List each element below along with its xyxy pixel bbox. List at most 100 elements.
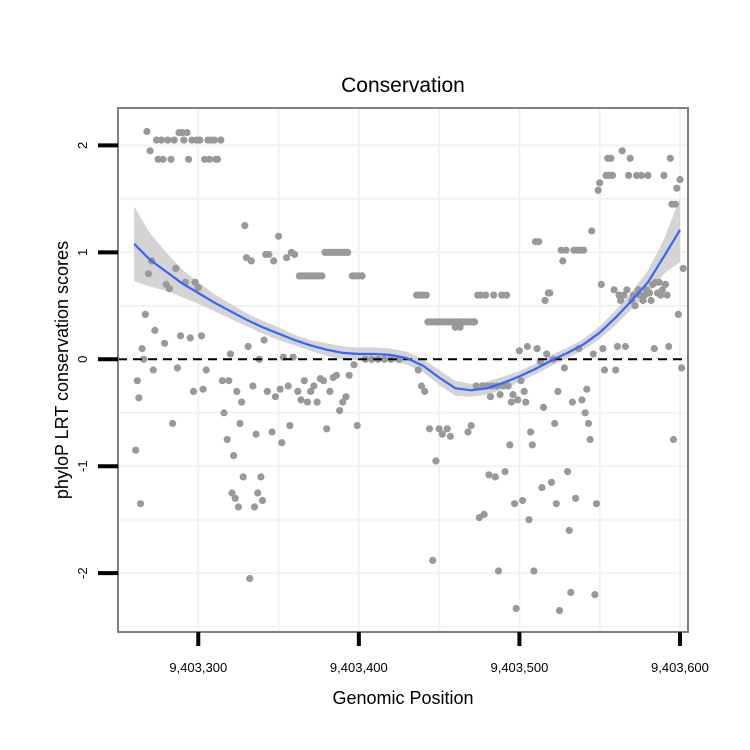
- data-points: [132, 127, 687, 615]
- data-point: [205, 155, 214, 163]
- data-point: [663, 291, 671, 299]
- data-point: [565, 526, 573, 535]
- data-point: [220, 409, 228, 417]
- data-point: [236, 419, 244, 428]
- data-point: [464, 428, 472, 436]
- data-point: [522, 398, 530, 406]
- data-point: [515, 347, 524, 355]
- data-point: [572, 494, 580, 502]
- data-point: [470, 318, 479, 326]
- data-point: [506, 441, 514, 449]
- data-point: [218, 377, 226, 385]
- data-point: [339, 398, 347, 406]
- data-point: [612, 366, 620, 374]
- data-point: [547, 478, 556, 486]
- data-point: [318, 272, 326, 280]
- data-point: [260, 336, 268, 344]
- data-point: [623, 286, 631, 294]
- data-point: [588, 227, 596, 235]
- data-point: [581, 409, 589, 417]
- data-point: [485, 471, 493, 479]
- data-point: [539, 403, 548, 411]
- data-point: [191, 278, 199, 286]
- data-point: [530, 567, 538, 575]
- data-point: [666, 154, 674, 162]
- data-point: [555, 607, 564, 615]
- data-point: [599, 345, 607, 353]
- data-point: [246, 574, 254, 583]
- data-point: [644, 171, 652, 179]
- data-point: [523, 342, 532, 351]
- data-point: [421, 387, 429, 395]
- data-point: [673, 184, 681, 192]
- data-point: [132, 446, 140, 454]
- data-point: [552, 500, 560, 508]
- data-point: [519, 496, 527, 505]
- data-point: [265, 250, 273, 259]
- x-tick-label: 9,403,500: [490, 660, 548, 675]
- data-point: [177, 332, 185, 340]
- y-tick-label: 1: [75, 249, 90, 256]
- data-point: [501, 468, 509, 476]
- data-point: [584, 419, 593, 428]
- data-point: [241, 222, 249, 230]
- data-point: [564, 468, 572, 476]
- data-point: [161, 339, 169, 347]
- data-point: [650, 345, 658, 353]
- data-point: [655, 278, 663, 286]
- data-point: [249, 382, 257, 390]
- data-point: [313, 398, 321, 406]
- data-point: [336, 407, 344, 415]
- data-point: [613, 342, 622, 351]
- data-point: [491, 473, 499, 481]
- data-point: [169, 419, 177, 428]
- data-point: [467, 422, 475, 430]
- data-point: [159, 155, 167, 163]
- data-point: [146, 147, 154, 155]
- data-point: [568, 398, 577, 406]
- data-point: [135, 394, 143, 402]
- data-point: [589, 350, 597, 358]
- data-point: [414, 366, 422, 374]
- x-axis-label: Genomic Position: [332, 688, 473, 708]
- data-point: [631, 302, 639, 310]
- data-point: [344, 248, 352, 256]
- y-axis-label: phyloP LRT conservation scores: [52, 241, 72, 499]
- data-point: [297, 396, 305, 404]
- data-point: [546, 289, 554, 297]
- data-point: [600, 366, 609, 374]
- data-point: [607, 154, 615, 162]
- data-point: [164, 136, 172, 144]
- data-point: [225, 377, 233, 385]
- data-point: [268, 428, 276, 436]
- data-point: [674, 310, 683, 318]
- data-point: [510, 500, 519, 508]
- data-point: [183, 129, 191, 137]
- data-point: [140, 355, 148, 363]
- data-point: [136, 500, 145, 508]
- data-point: [678, 364, 686, 372]
- data-point: [231, 494, 239, 502]
- data-point: [676, 176, 684, 184]
- data-point: [345, 371, 353, 379]
- data-point: [586, 435, 594, 444]
- data-point: [496, 391, 504, 399]
- data-point: [514, 396, 522, 404]
- data-point: [665, 342, 673, 351]
- data-point: [591, 591, 599, 599]
- data-point: [608, 171, 617, 179]
- data-point: [625, 171, 633, 179]
- data-point: [669, 435, 678, 444]
- data-point: [554, 387, 562, 395]
- data-point: [223, 435, 231, 444]
- data-point: [199, 385, 207, 393]
- data-point: [310, 382, 318, 390]
- data-point: [263, 387, 271, 395]
- data-point: [228, 489, 236, 497]
- data-point: [580, 246, 588, 254]
- smooth-curve: [133, 229, 681, 392]
- data-point: [358, 272, 366, 280]
- data-point: [438, 430, 446, 438]
- data-point: [226, 350, 234, 358]
